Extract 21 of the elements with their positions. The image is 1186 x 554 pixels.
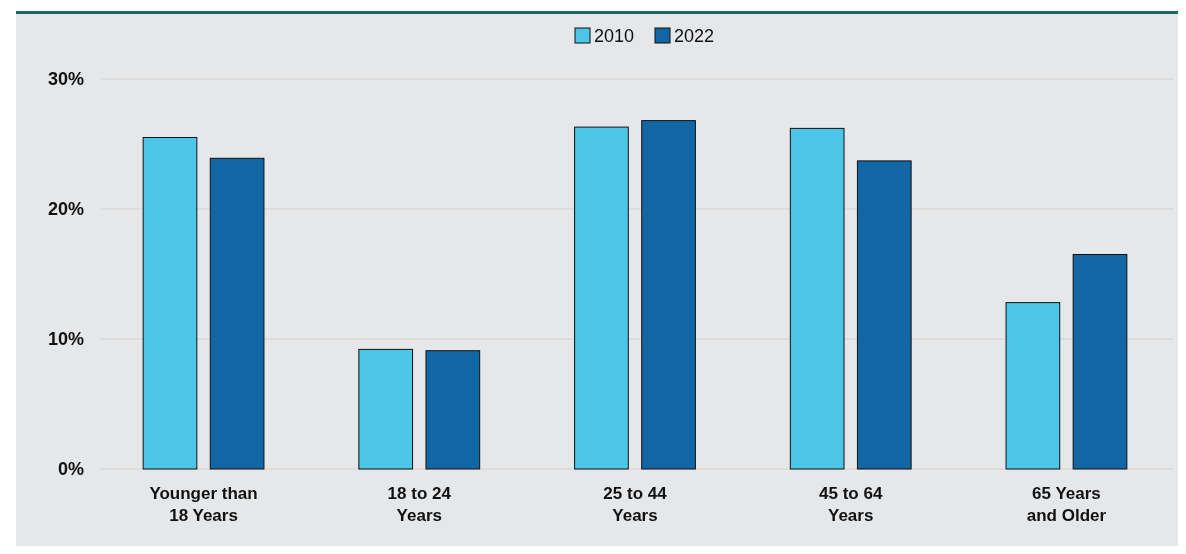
- bar: [856, 160, 912, 470]
- bar: [209, 157, 265, 470]
- y-tick-label: 0%: [57, 459, 84, 480]
- bar: [789, 127, 845, 470]
- x-tick-label: 45 to 64 Years: [819, 484, 883, 525]
- bar: [1005, 302, 1061, 470]
- x-tick-label: 25 to 44 Years: [603, 484, 668, 525]
- y-tick-label: 30%: [47, 69, 84, 90]
- legend-label: 2022: [674, 26, 715, 46]
- y-tick-label: 10%: [47, 329, 84, 350]
- bar: [1072, 254, 1128, 470]
- y-tick-label: 20%: [47, 199, 84, 220]
- bar: [425, 350, 481, 470]
- x-tick-label: 18 to 24 Years: [387, 484, 452, 525]
- x-tick-label: Younger than 18 Years: [149, 484, 258, 525]
- bar: [142, 137, 198, 470]
- bar: [358, 348, 414, 470]
- bar: [574, 126, 629, 470]
- x-tick-label: 65 Years and Older: [1026, 484, 1107, 525]
- legend-label: 2010: [594, 26, 635, 46]
- bar: [641, 120, 696, 470]
